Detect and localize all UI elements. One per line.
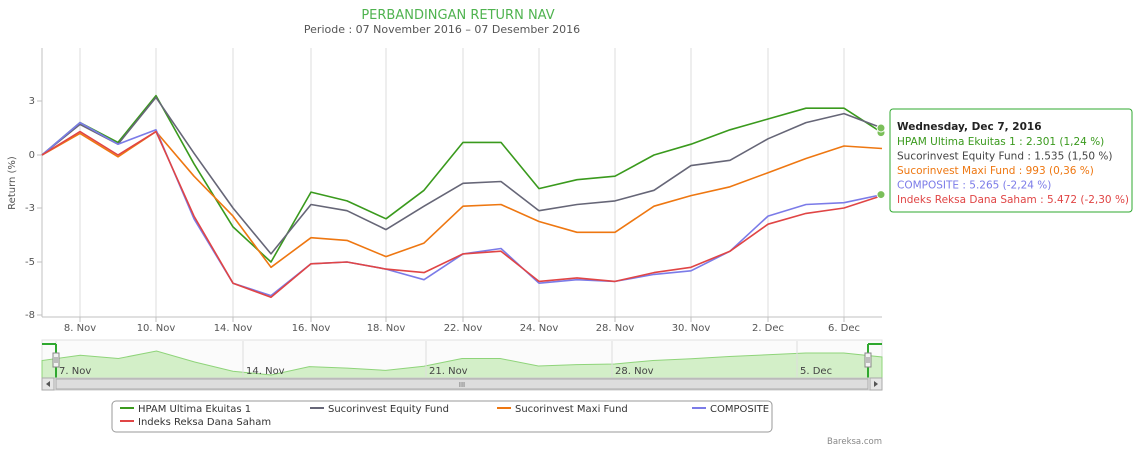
credit-text[interactable]: Bareksa.com xyxy=(827,437,882,447)
x-tick-label: 2. Dec xyxy=(752,323,784,334)
tooltip: Wednesday, Dec 7, 2016 HPAM Ultima Ekuit… xyxy=(889,108,1133,213)
legend-label[interactable]: Indeks Reksa Dana Saham xyxy=(138,417,271,428)
scrollbar-grip: III xyxy=(459,381,465,389)
tooltip-row: Sucorinvest Equity Fund : 1.535 (1,50 %) xyxy=(897,151,1112,163)
legend-label[interactable]: Sucorinvest Equity Fund xyxy=(328,404,449,415)
hover-point-marker xyxy=(876,123,886,133)
tooltip-row: Sucorinvest Maxi Fund : 993 (0,36 %) xyxy=(897,165,1094,177)
chart-subtitle: Periode : 07 November 2016 – 07 Desember… xyxy=(304,23,580,36)
legend-label[interactable]: Sucorinvest Maxi Fund xyxy=(515,404,628,415)
navigator-right-handle[interactable] xyxy=(864,352,872,368)
legend-label[interactable]: HPAM Ultima Ekuitas 1 xyxy=(138,404,251,415)
y-tick-label: -5 xyxy=(25,257,35,268)
hover-point-marker xyxy=(876,190,886,200)
series-lines[interactable] xyxy=(41,94,883,299)
x-tick-label: 8. Nov xyxy=(64,323,96,334)
legend[interactable]: HPAM Ultima Ekuitas 1 Sucorinvest Equity … xyxy=(111,400,773,433)
legend-item[interactable]: Sucorinvest Equity Fund xyxy=(310,404,449,415)
tooltip-row: COMPOSITE : 5.265 (-2,24 %) xyxy=(897,180,1051,192)
x-ticks: 8. Nov 10. Nov 14. Nov 16. Nov 18. Nov 22. No… xyxy=(64,317,860,334)
navigator-left-handle[interactable] xyxy=(52,352,60,368)
y-tick-label: 3 xyxy=(29,96,35,107)
navigator[interactable]: 7. Nov 14. Nov 21. Nov 28. Nov 5. Dec xyxy=(41,339,883,379)
chart-title: PERBANDINGAN RETURN NAV xyxy=(361,8,554,23)
x-tick-label: 16. Nov xyxy=(292,323,331,334)
x-tick-label: 22. Nov xyxy=(444,323,483,334)
x-tick-label: 28. Nov xyxy=(596,323,635,334)
hover-markers xyxy=(876,123,886,200)
tooltip-header: Wednesday, Dec 7, 2016 xyxy=(897,121,1042,133)
arrow-left-icon xyxy=(46,381,50,387)
legend-item[interactable]: HPAM Ultima Ekuitas 1 xyxy=(120,404,251,415)
navigator-tick-label: 5. Dec xyxy=(800,366,832,377)
tooltip-row: Indeks Reksa Dana Saham : 5.472 (-2,30 %… xyxy=(897,194,1129,206)
navigator-tick-label: 7. Nov xyxy=(59,366,91,377)
y-axis-label: Return (%) xyxy=(7,156,18,210)
navigator-tick-label: 28. Nov xyxy=(615,366,654,377)
scrollbar-thumb[interactable] xyxy=(55,378,869,390)
gridlines xyxy=(79,48,845,317)
series-line-indeks-reksa-dana-saham[interactable] xyxy=(41,130,883,299)
navigator-tick-label: 14. Nov xyxy=(246,366,285,377)
y-tick-label: -3 xyxy=(25,203,35,214)
scrollbar[interactable]: III xyxy=(41,377,883,391)
legend-item[interactable]: Sucorinvest Maxi Fund xyxy=(497,404,628,415)
series-line-composite[interactable] xyxy=(41,121,883,297)
y-ticks: 3 0 -3 -5 -8 xyxy=(25,96,42,321)
legend-item[interactable]: COMPOSITE xyxy=(692,404,769,415)
navigator-series-area xyxy=(41,350,883,379)
x-tick-label: 24. Nov xyxy=(520,323,559,334)
x-tick-label: 14. Nov xyxy=(214,323,253,334)
x-tick-label: 6. Dec xyxy=(828,323,860,334)
arrow-right-icon xyxy=(874,381,878,387)
legend-item[interactable]: Indeks Reksa Dana Saham xyxy=(120,417,271,428)
legend-box xyxy=(111,400,773,433)
y-tick-label: 0 xyxy=(29,150,35,161)
series-line-hpam-ultima-ekuitas-1[interactable] xyxy=(41,94,883,263)
x-tick-label: 10. Nov xyxy=(137,323,176,334)
tooltip-row: HPAM Ultima Ekuitas 1 : 2.301 (1,24 %) xyxy=(897,136,1104,148)
navigator-tick-label: 21. Nov xyxy=(429,366,468,377)
series-line-sucorinvest-equity-fund[interactable] xyxy=(41,96,883,255)
x-tick-label: 18. Nov xyxy=(367,323,406,334)
tooltip-box xyxy=(889,108,1133,213)
x-tick-label: 30. Nov xyxy=(672,323,711,334)
series-line-sucorinvest-maxi-fund[interactable] xyxy=(41,130,883,269)
y-tick-label: -8 xyxy=(25,310,35,321)
legend-label[interactable]: COMPOSITE xyxy=(710,404,769,415)
